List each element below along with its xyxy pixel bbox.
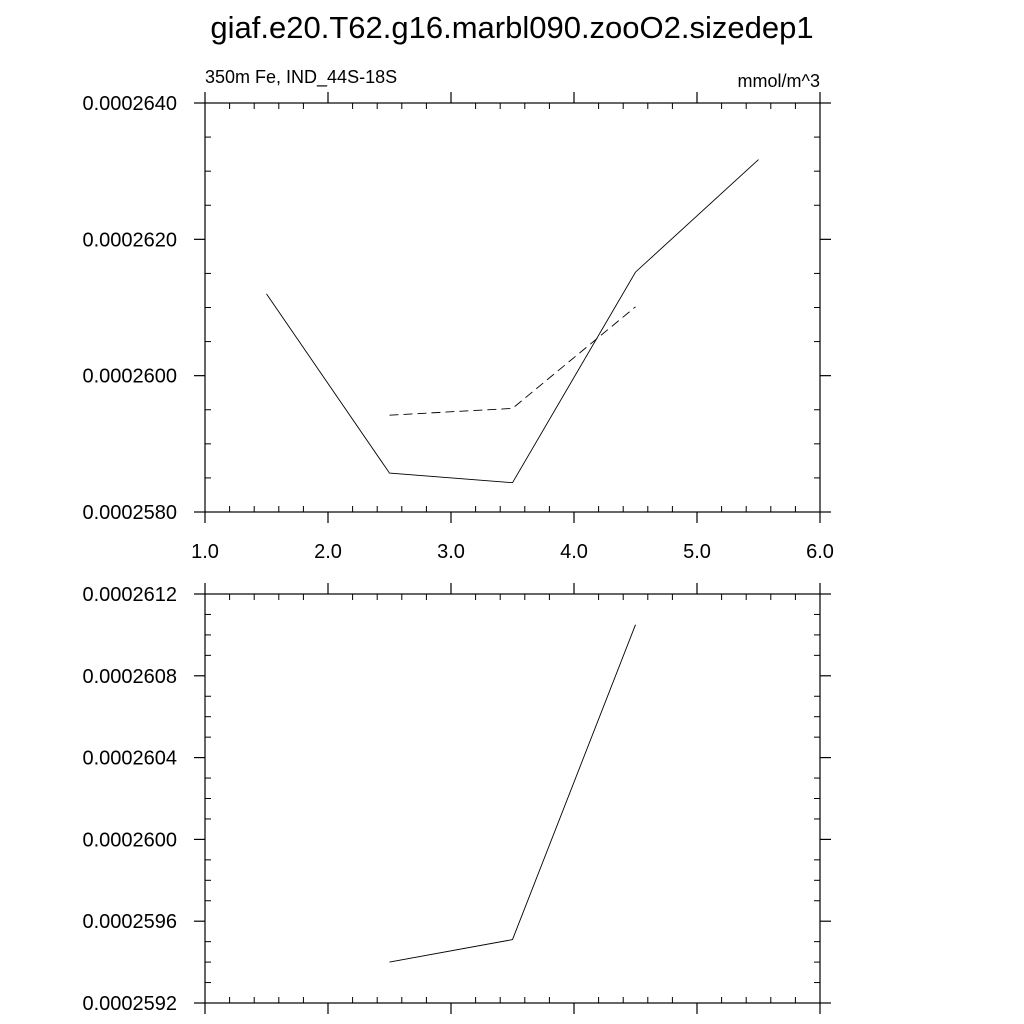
x-tick-label: 2.0	[314, 541, 342, 563]
x-tick-label: 5.0	[683, 541, 711, 563]
y-tick-label: 0.0002580	[82, 502, 177, 524]
y-tick-label: 0.0002612	[82, 584, 177, 606]
plot-panel-1: 1.0 2.0 3.0 4.0 5.0 6.0 0.0002580 0.0002600 0.00…	[82, 67, 833, 563]
plots-group: 1.0 2.0 3.0 4.0 5.0 6.00.00025800.00026000.00…	[82, 67, 833, 1015]
y-tick-label: 0.0002600	[82, 829, 177, 851]
subtitle-left: 350m Fe, IND_44S-18S	[205, 67, 397, 88]
plot-frame	[204, 593, 821, 1004]
x-tick-label: 3.0	[437, 541, 465, 563]
series-line-1	[389, 624, 636, 963]
plot-frame	[204, 102, 821, 513]
series-line-1	[266, 159, 759, 484]
y-tick-label: 0.0002604	[82, 748, 177, 770]
units-label: mmol/m^3	[738, 71, 820, 91]
y-tick-label: 0.0002620	[82, 229, 177, 251]
plot-panel-2: 0.0002592 0.0002596 0.0002600 0.0002604 0.00…	[82, 583, 831, 1015]
y-tick-label: 0.0002596	[82, 911, 177, 933]
y-tick-label: 0.0002592	[82, 993, 177, 1015]
x-tick-label: 6.0	[806, 541, 834, 563]
y-tick-label: 0.0002608	[82, 666, 177, 688]
y-tick-label: 0.0002600	[82, 366, 177, 388]
x-tick-label: 4.0	[560, 541, 588, 563]
series-line-2	[389, 306, 636, 416]
y-tick-label: 0.0002640	[82, 93, 177, 115]
x-tick-label: 1.0	[191, 541, 219, 563]
figure-title: giaf.e20.T62.g16.marbl090.zooO2.sizedep1	[210, 10, 813, 45]
